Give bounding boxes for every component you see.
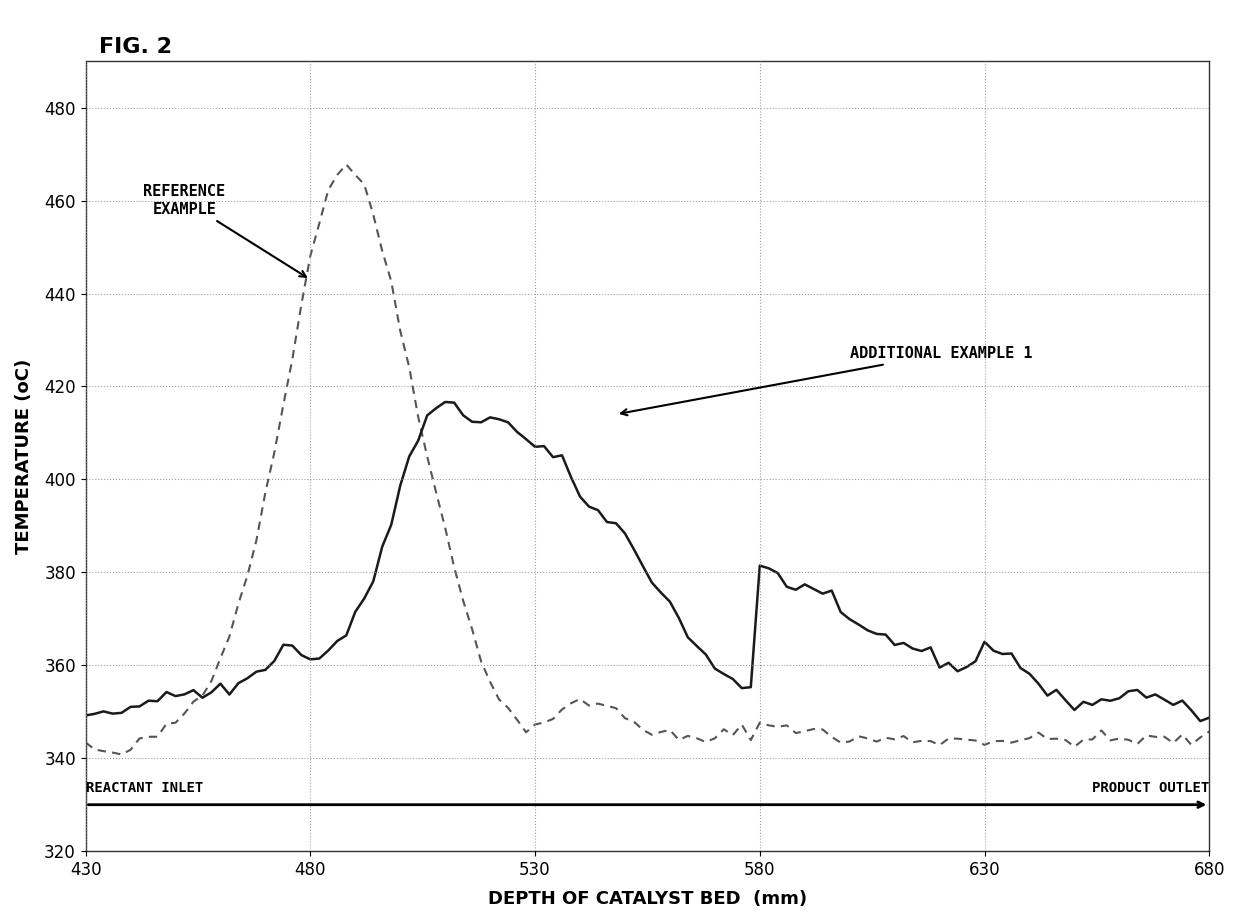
Text: PRODUCT OUTLET: PRODUCT OUTLET [1092, 782, 1209, 796]
Text: REACTANT INLET: REACTANT INLET [86, 782, 203, 796]
Text: REFERENCE
EXAMPLE: REFERENCE EXAMPLE [144, 185, 306, 277]
Text: FIG. 2: FIG. 2 [99, 37, 172, 57]
Text: ADDITIONAL EXAMPLE 1: ADDITIONAL EXAMPLE 1 [621, 346, 1032, 415]
X-axis label: DEPTH OF CATALYST BED  (mm): DEPTH OF CATALYST BED (mm) [487, 890, 807, 908]
Y-axis label: TEMPERATURE (oC): TEMPERATURE (oC) [15, 358, 33, 554]
